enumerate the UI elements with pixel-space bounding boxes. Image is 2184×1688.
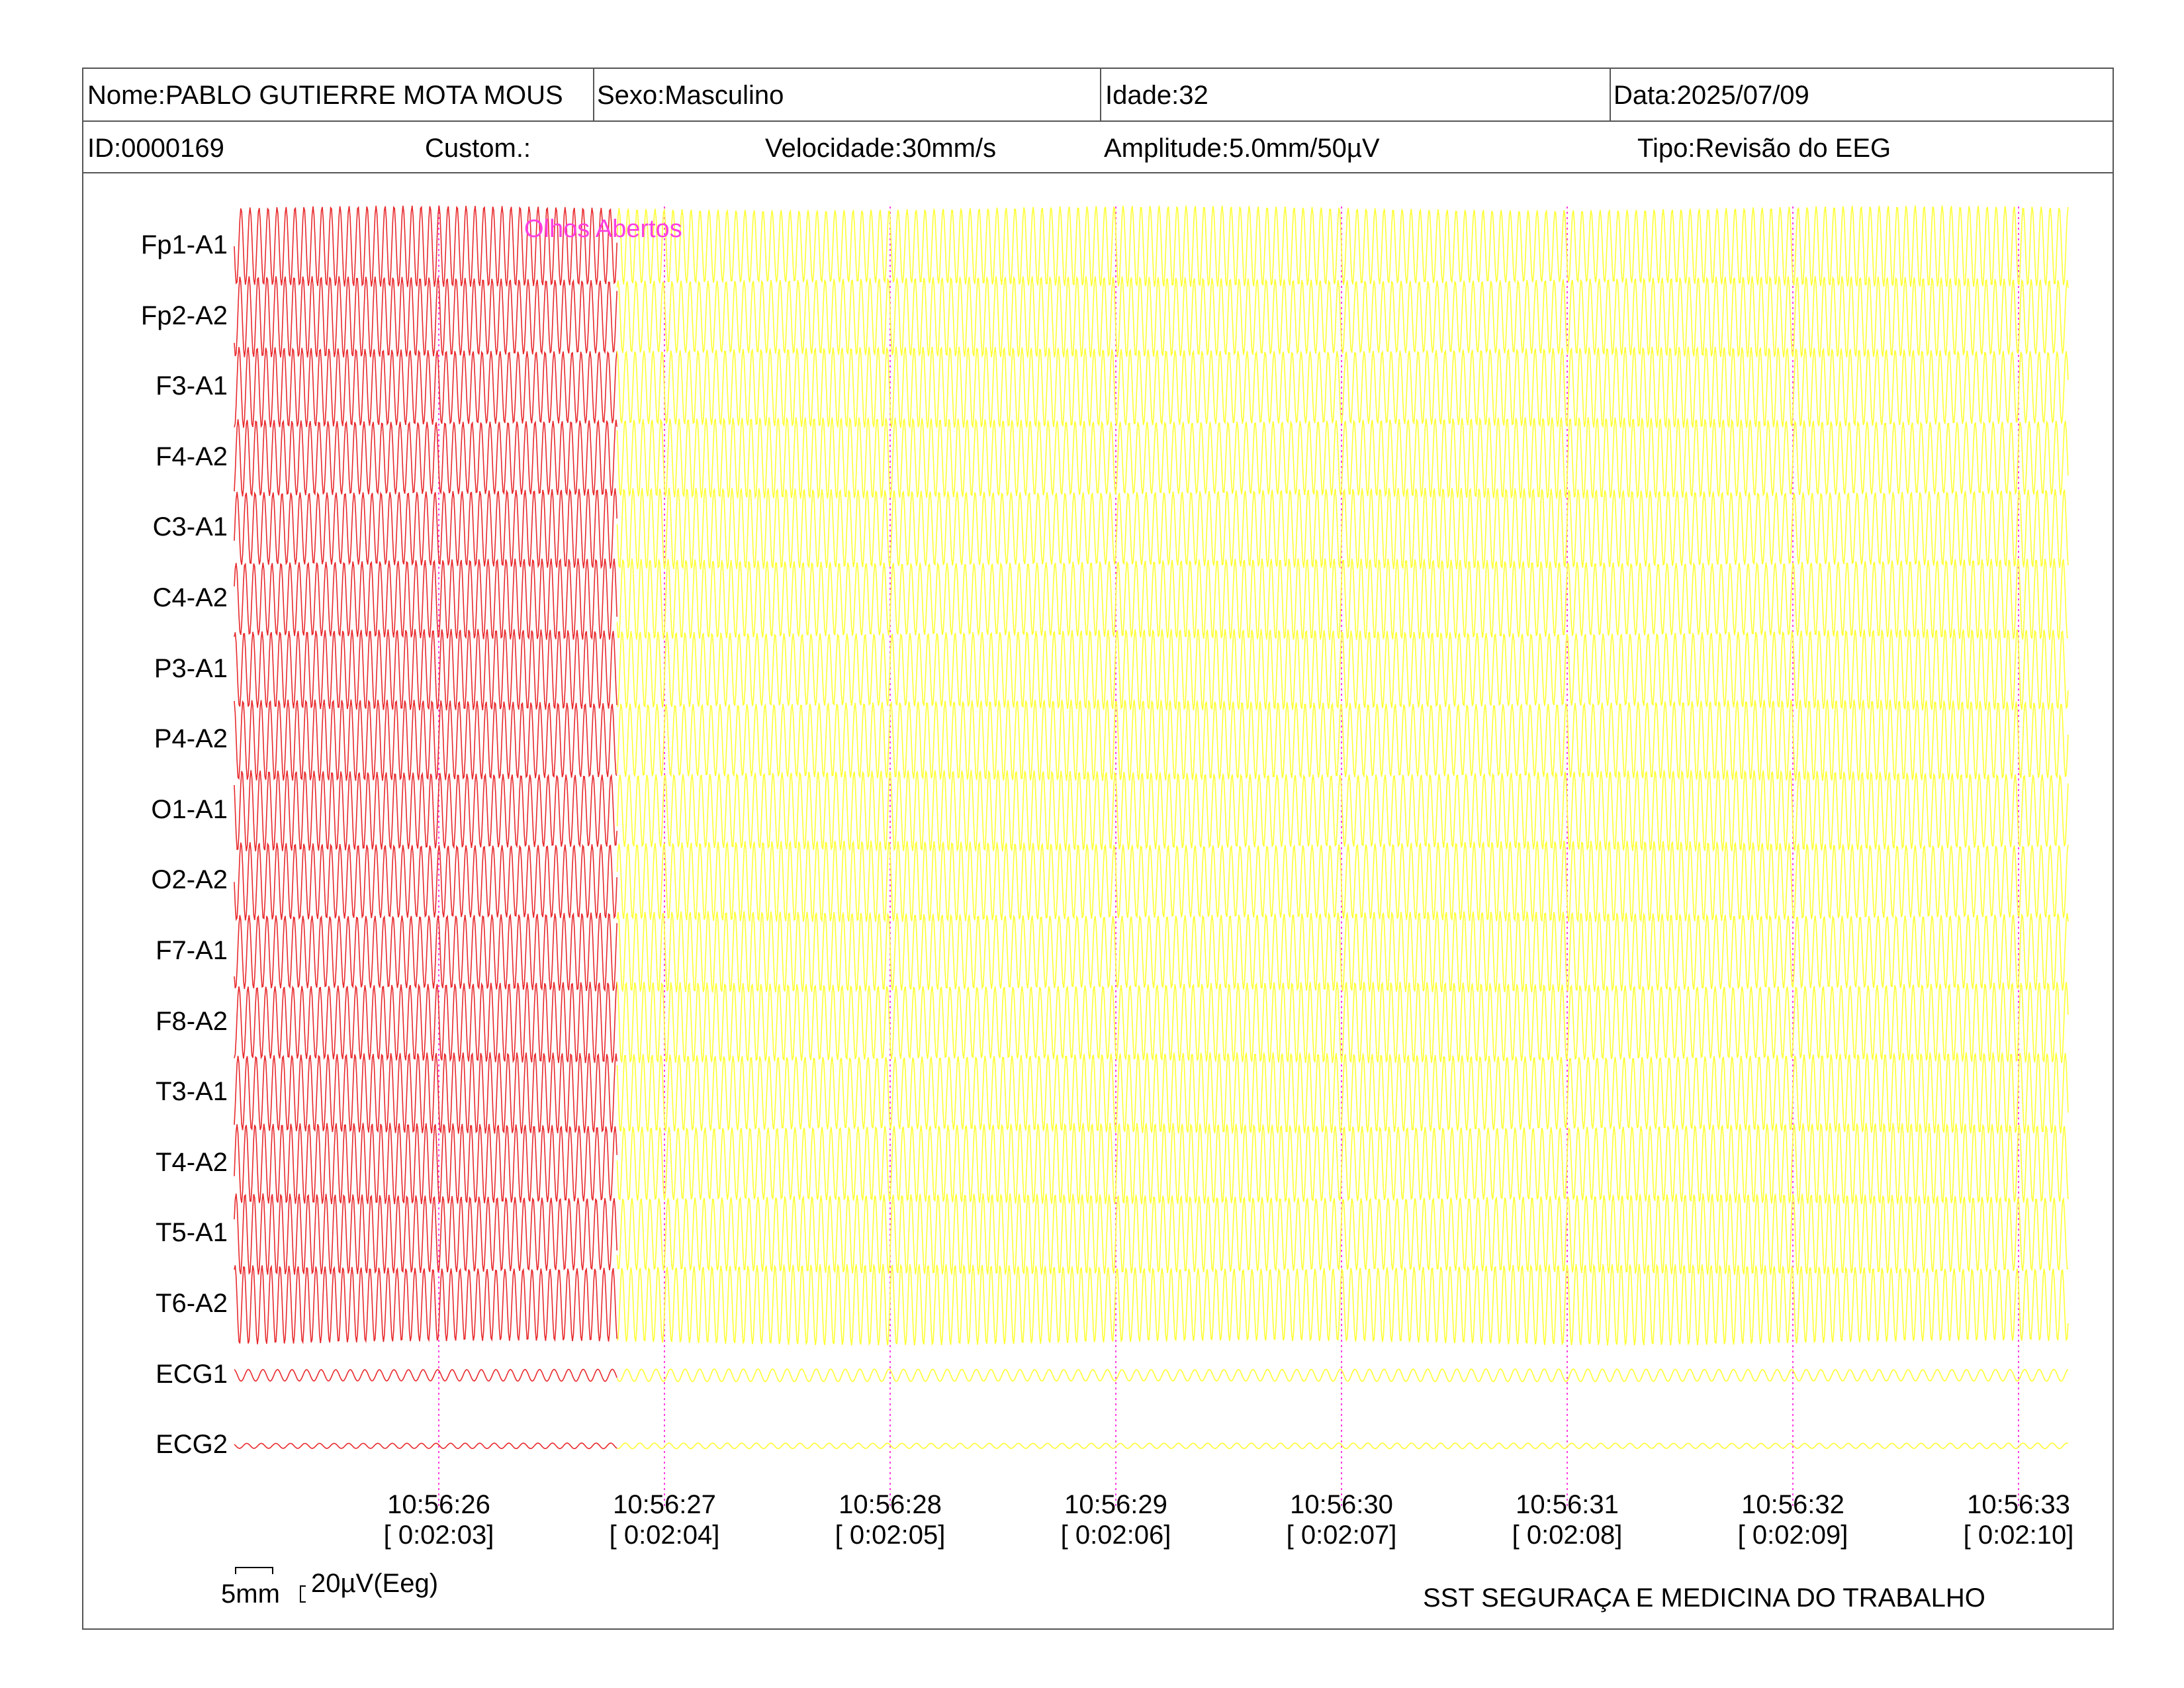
trace-c4-a2-segment-0: [234, 558, 617, 640]
trace-fp1-a1-segment-1: [616, 205, 2069, 287]
time-tick-elapsed: [ 0:02:03]: [383, 1521, 494, 1550]
time-tick-elapsed: [ 0:02:04]: [609, 1521, 720, 1550]
time-tick-label: 10:56:28[ 0:02:05]: [817, 1489, 963, 1550]
speed-setting: Velocidade:30mm/s: [765, 134, 997, 163]
channel-label: ECG1: [156, 1359, 228, 1389]
channel-label: P3-A1: [154, 653, 228, 683]
channel-label: ECG2: [156, 1430, 228, 1460]
time-tick-clock: 10:56:33: [1967, 1490, 2070, 1519]
scale-amp-label: 20µV(Eeg): [311, 1569, 439, 1598]
exam-type: Tipo:Revisão do EEG: [1637, 134, 1891, 163]
header-divider: [1610, 69, 1611, 122]
channel-label: F8-A2: [156, 1006, 228, 1036]
scale-bar-icon: [235, 1567, 306, 1603]
trace-p4-a2-segment-1: [616, 699, 2069, 781]
trace-c4-a2-segment-1: [616, 558, 2069, 640]
trace-ecg2-segment-0: [234, 1442, 617, 1450]
channel-label: Fp2-A2: [140, 301, 228, 330]
header-divider: [1100, 69, 1101, 122]
channel-label: O2-A2: [151, 865, 228, 895]
trace-t3-a1-segment-1: [616, 1052, 2069, 1134]
trace-t5-a1-segment-0: [234, 1193, 617, 1275]
time-tick-elapsed: [ 0:02:07]: [1286, 1521, 1397, 1550]
patient-id: ID:0000169: [87, 134, 224, 163]
report-frame: Nome:PABLO GUTIERRE MOTA MOUS Sexo:Mascu…: [82, 68, 2114, 1630]
trace-t4-a2-segment-1: [616, 1123, 2069, 1205]
channel-label: F7-A1: [156, 936, 228, 965]
trace-f8-a2-segment-0: [234, 982, 617, 1064]
trace-ecg2-segment-1: [617, 1442, 2069, 1450]
time-tick-elapsed: [ 0:02:09]: [1737, 1521, 1848, 1550]
channel-label: P4-A2: [154, 724, 228, 754]
channel-label: Fp1-A1: [140, 230, 228, 259]
header-row-2: ID:0000169 Custom.: Velocidade:30mm/s Am…: [83, 122, 2113, 173]
time-tick-label: 10:56:33[ 0:02:10]: [1946, 1489, 2091, 1550]
time-tick-clock: 10:56:29: [1064, 1490, 1167, 1519]
trace-o2-a2-segment-1: [616, 839, 2069, 923]
trace-c3-a1-segment-0: [234, 488, 617, 569]
custom-field: Custom.:: [425, 134, 531, 163]
trace-t6-a2-segment-0: [234, 1264, 617, 1344]
patient-sex: Sexo:Masculino: [597, 81, 784, 110]
time-tick-clock: 10:56:32: [1741, 1490, 1844, 1519]
annotation-label: Olhos Abertos: [524, 215, 682, 243]
trace-ecg1-segment-1: [616, 1368, 2069, 1383]
trace-t4-a2-segment-0: [234, 1123, 617, 1205]
time-tick-clock: 10:56:31: [1516, 1490, 1619, 1519]
time-tick-label: 10:56:27[ 0:02:04]: [592, 1489, 737, 1550]
time-tick-clock: 10:56:27: [613, 1490, 716, 1519]
channel-label: F3-A1: [156, 371, 228, 401]
trace-o1-a1-segment-0: [234, 770, 617, 852]
channel-label: T4-A2: [156, 1147, 228, 1177]
patient-name: Nome:PABLO GUTIERRE MOTA MOUS: [87, 81, 563, 110]
trace-c3-a1-segment-1: [616, 487, 2069, 570]
time-tick-elapsed: [ 0:02:08]: [1512, 1521, 1623, 1550]
trace-fp2-a2-segment-0: [234, 276, 617, 358]
trace-t5-a1-segment-1: [616, 1193, 2069, 1275]
trace-p4-a2-segment-0: [234, 699, 617, 781]
channel-label: T5-A1: [156, 1218, 228, 1248]
scale-time-label: 5mm: [221, 1579, 280, 1609]
channel-label: T6-A2: [156, 1289, 228, 1318]
company-name: SST SEGURAÇA E MEDICINA DO TRABALHO: [1423, 1583, 1985, 1613]
trace-f3-a1-segment-1: [616, 346, 2069, 429]
trace-t6-a2-segment-1: [616, 1263, 2069, 1346]
trace-t3-a1-segment-0: [234, 1052, 617, 1134]
time-tick-elapsed: [ 0:02:10]: [1963, 1521, 2074, 1550]
time-tick-label: 10:56:30[ 0:02:07]: [1269, 1489, 1414, 1550]
channel-label: T3-A1: [156, 1077, 228, 1107]
trace-f4-a2-segment-1: [616, 416, 2069, 500]
trace-o2-a2-segment-0: [234, 842, 617, 921]
header-row-1: Nome:PABLO GUTIERRE MOTA MOUS Sexo:Mascu…: [83, 69, 2113, 122]
channel-label: F4-A2: [156, 442, 228, 471]
exam-date: Data:2025/07/09: [1614, 81, 1809, 110]
time-tick-clock: 10:56:28: [839, 1490, 942, 1519]
patient-age: Idade:32: [1105, 81, 1208, 110]
channel-label: C3-A1: [152, 512, 228, 542]
trace-p3-a1-segment-1: [616, 629, 2069, 711]
time-tick-clock: 10:56:26: [387, 1490, 490, 1519]
trace-f4-a2-segment-0: [234, 419, 617, 497]
channel-label: O1-A1: [151, 794, 228, 824]
trace-f7-a1-segment-0: [234, 912, 617, 992]
trace-fp2-a2-segment-1: [616, 275, 2069, 358]
time-tick-clock: 10:56:30: [1290, 1490, 1393, 1519]
amplitude-setting: Amplitude:5.0mm/50µV: [1104, 134, 1380, 163]
trace-f7-a1-segment-1: [616, 911, 2069, 993]
time-tick-label: 10:56:32[ 0:02:09]: [1720, 1489, 1866, 1550]
time-tick-elapsed: [ 0:02:05]: [835, 1521, 946, 1550]
trace-f8-a2-segment-1: [616, 981, 2069, 1064]
trace-ecg1-segment-0: [234, 1368, 617, 1382]
channel-label: C4-A2: [152, 583, 228, 612]
trace-o1-a1-segment-1: [616, 769, 2069, 852]
trace-f3-a1-segment-0: [234, 347, 617, 428]
time-tick-label: 10:56:31[ 0:02:08]: [1494, 1489, 1640, 1550]
time-tick-elapsed: [ 0:02:06]: [1060, 1521, 1171, 1550]
time-tick-label: 10:56:26[ 0:02:03]: [366, 1489, 512, 1550]
trace-p3-a1-segment-0: [234, 629, 617, 711]
header-divider: [593, 69, 594, 122]
time-tick-label: 10:56:29[ 0:02:06]: [1043, 1489, 1189, 1550]
trace-fp1-a1-segment-0: [234, 205, 617, 287]
